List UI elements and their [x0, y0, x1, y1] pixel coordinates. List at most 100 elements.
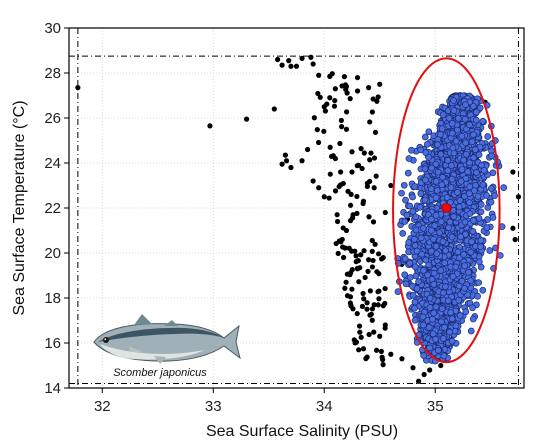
black-point	[354, 265, 361, 272]
black-point	[352, 340, 358, 346]
blue-point	[404, 169, 412, 177]
black-point	[382, 209, 388, 216]
blue-point	[442, 247, 449, 255]
y-tick-label: 30	[44, 20, 61, 37]
blue-point	[403, 211, 411, 219]
black-point	[288, 164, 294, 171]
black-point	[370, 257, 376, 264]
black-point	[299, 158, 305, 164]
black-point	[310, 61, 316, 67]
blue-point	[469, 228, 477, 235]
black-point	[370, 96, 376, 102]
blue-point	[469, 315, 477, 323]
black-point	[349, 266, 355, 273]
blue-point	[400, 181, 408, 189]
blue-point	[430, 309, 438, 317]
black-point	[373, 347, 380, 353]
blue-point	[429, 315, 436, 323]
black-point	[339, 83, 345, 89]
black-point	[343, 126, 350, 132]
black-point	[365, 268, 371, 274]
black-point	[510, 169, 516, 175]
black-point	[342, 285, 348, 291]
blue-point	[398, 189, 405, 197]
black-point	[354, 163, 360, 169]
blue-point	[432, 303, 440, 311]
black-point	[347, 272, 353, 278]
blue-point	[455, 296, 463, 304]
blue-point	[447, 309, 455, 316]
black-point	[366, 257, 372, 263]
blue-point	[409, 291, 417, 299]
black-point	[359, 165, 365, 172]
blue-point	[469, 102, 477, 110]
blue-point	[489, 169, 497, 177]
blue-point	[479, 286, 487, 294]
black-point	[354, 210, 360, 216]
black-point	[359, 303, 366, 309]
x-tick-label: 32	[94, 398, 111, 415]
blue-point	[462, 101, 469, 109]
black-point	[332, 86, 338, 92]
blue-point	[443, 194, 451, 201]
black-point	[286, 58, 292, 64]
blue-point	[442, 283, 449, 290]
blue-point	[446, 328, 453, 336]
blue-point	[486, 247, 494, 254]
blue-point	[441, 324, 448, 331]
y-tick-label: 16	[44, 335, 61, 352]
black-point	[315, 90, 321, 97]
black-point	[321, 128, 327, 134]
blue-point	[477, 201, 485, 208]
blue-point	[448, 129, 456, 137]
blue-point	[409, 208, 417, 215]
black-point	[343, 109, 350, 115]
centroid-layer	[441, 203, 452, 213]
blue-point	[484, 133, 492, 140]
black-point	[243, 116, 250, 122]
blue-point	[428, 215, 435, 223]
blue-point	[420, 321, 427, 329]
blue-point	[465, 269, 472, 276]
blue-point	[426, 294, 434, 302]
blue-point	[491, 192, 498, 200]
blue-point	[438, 305, 446, 313]
black-point	[331, 103, 338, 109]
blue-point	[448, 315, 456, 323]
black-point	[333, 240, 339, 247]
black-point	[438, 362, 444, 369]
black-point	[350, 306, 356, 312]
blue-point	[464, 168, 472, 176]
black-point	[308, 54, 314, 60]
blue-point	[405, 155, 413, 162]
blue-point	[411, 242, 419, 249]
black-point	[343, 279, 349, 285]
black-point	[399, 356, 405, 362]
blue-point	[474, 292, 481, 300]
blue-point	[467, 277, 474, 284]
blue-point	[434, 346, 442, 354]
x-tick-label: 35	[427, 398, 444, 415]
blue-point	[432, 194, 440, 202]
blue-point	[420, 352, 428, 359]
blue-point	[411, 304, 418, 312]
black-point	[316, 72, 322, 78]
blue-point	[483, 224, 491, 231]
black-point	[357, 329, 363, 335]
black-point	[362, 274, 368, 281]
series-blue-points	[394, 92, 508, 365]
blue-point	[439, 111, 447, 119]
blue-point	[444, 167, 452, 174]
blue-point	[425, 128, 433, 136]
black-point	[327, 95, 333, 101]
black-point	[288, 63, 294, 69]
blue-point	[458, 166, 466, 173]
blue-point	[420, 224, 427, 232]
blue-point	[446, 218, 454, 226]
blue-point	[475, 215, 483, 222]
black-point	[329, 71, 335, 77]
blue-point	[462, 139, 470, 147]
blue-point	[444, 157, 452, 164]
blue-point	[440, 352, 448, 360]
black-point	[410, 365, 416, 371]
